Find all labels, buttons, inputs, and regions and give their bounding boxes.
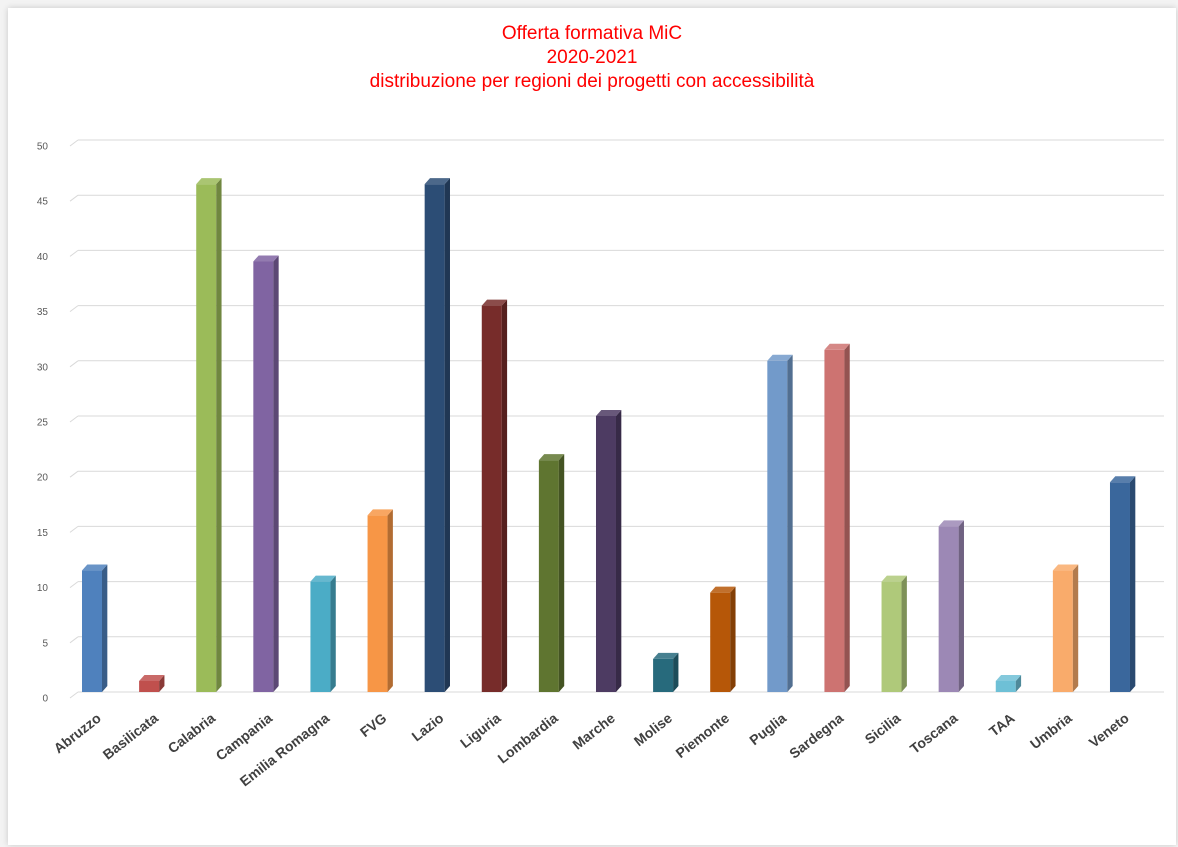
bar bbox=[938, 520, 964, 692]
bar bbox=[653, 652, 679, 692]
bar bbox=[481, 299, 508, 692]
chart-title-line-2: 2020-2021 bbox=[546, 47, 638, 68]
x-category-label: FVG bbox=[357, 710, 390, 740]
x-category-label: Puglia bbox=[746, 710, 789, 749]
y-tick-label: 35 bbox=[37, 307, 49, 318]
x-category-label: Piemonte bbox=[673, 710, 733, 762]
x-category-label: Veneto bbox=[1086, 710, 1132, 751]
x-category-label: Abruzzo bbox=[50, 710, 103, 757]
y-gridline bbox=[69, 360, 1164, 368]
y-tick-label: 45 bbox=[37, 197, 49, 208]
x-category-label: Calabria bbox=[165, 710, 219, 757]
bar bbox=[1052, 564, 1079, 692]
x-category-label: Sicilia bbox=[862, 710, 904, 748]
bar bbox=[767, 354, 793, 692]
y-gridline bbox=[69, 194, 1164, 202]
y-tick-label: 30 bbox=[37, 362, 49, 373]
bar bbox=[196, 178, 222, 692]
bar bbox=[881, 575, 907, 692]
y-gridline bbox=[69, 139, 1164, 147]
bar bbox=[139, 674, 165, 692]
y-tick-label: 40 bbox=[37, 252, 49, 263]
bar bbox=[253, 255, 279, 692]
bar bbox=[824, 343, 850, 692]
x-category-label: TAA bbox=[986, 710, 1018, 740]
y-tick-label: 0 bbox=[42, 694, 48, 705]
y-gridline bbox=[69, 691, 1164, 699]
chart-title: Offerta formativa MiC 2020-2021 distribu… bbox=[8, 22, 1176, 94]
y-tick-label: 50 bbox=[37, 142, 49, 153]
bar bbox=[710, 586, 736, 692]
y-tick-label: 5 bbox=[42, 638, 48, 649]
y-tick-label: 15 bbox=[37, 528, 49, 539]
bar bbox=[367, 509, 393, 692]
bar bbox=[310, 575, 336, 692]
x-category-label: Basilicata bbox=[100, 710, 162, 763]
bar bbox=[538, 454, 565, 692]
x-category-label: Sardegna bbox=[786, 710, 846, 762]
y-tick-label: 10 bbox=[37, 583, 49, 594]
bar bbox=[995, 674, 1022, 692]
y-tick-label: 25 bbox=[37, 418, 49, 429]
bar bbox=[424, 178, 450, 692]
x-category-label: Liguria bbox=[457, 710, 504, 751]
bar bbox=[595, 410, 622, 692]
chart-card: Offerta formativa MiC 2020-2021 distribu… bbox=[8, 8, 1176, 845]
chart-title-line-1: Offerta formativa MiC bbox=[501, 23, 683, 44]
x-category-label: Marche bbox=[569, 710, 618, 753]
y-gridline bbox=[69, 305, 1164, 313]
y-gridline bbox=[69, 249, 1164, 257]
chart-title-line-3: distribuzione per regioni dei progetti c… bbox=[369, 71, 815, 92]
x-category-label: Umbria bbox=[1027, 710, 1075, 752]
bar bbox=[82, 564, 108, 692]
x-category-label: Lazio bbox=[408, 710, 446, 745]
x-category-label: Molise bbox=[631, 710, 675, 750]
bar bbox=[1109, 476, 1136, 692]
x-category-label: Toscana bbox=[907, 710, 961, 757]
y-tick-label: 20 bbox=[37, 473, 49, 484]
x-category-label: Lombardia bbox=[494, 710, 560, 767]
